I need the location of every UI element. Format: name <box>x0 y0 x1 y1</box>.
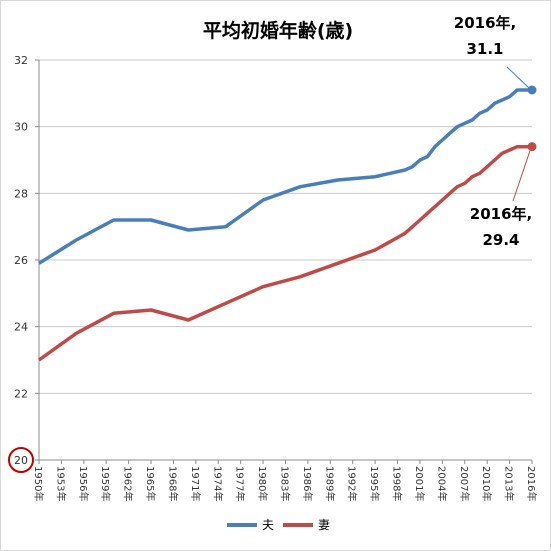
y-tick-label: 32 <box>14 54 28 67</box>
x-tick-label: 1962年 <box>122 466 135 501</box>
x-tick-label: 1965年 <box>144 466 157 501</box>
x-tick-label: 1992年 <box>346 466 359 501</box>
series-line-wife <box>37 144 532 362</box>
legend: 夫 妻 <box>227 518 330 532</box>
x-tick-label: 2010年 <box>480 466 493 501</box>
y-tick-label: 28 <box>14 187 28 200</box>
callout-wife-year: 2016年, <box>470 205 532 223</box>
end-point-wife <box>527 142 537 152</box>
end-point-husband <box>527 85 537 95</box>
x-tick-label: 1953年 <box>54 466 67 501</box>
callout-leader-husband <box>506 66 530 89</box>
x-tick-label: 1977年 <box>234 466 247 501</box>
axes: 20 22 24 26 28 30 32 1950年 1953年 1956年 1959年 1962年 1… <box>8 54 538 501</box>
callout-wife-value: 29.4 <box>482 231 519 249</box>
x-tick-label: 1971年 <box>189 466 202 501</box>
x-tick-label: 2016年 <box>525 466 538 501</box>
x-tick-label: 1995年 <box>368 466 381 501</box>
callout-leader-wife <box>512 150 531 202</box>
x-tick-label: 1998年 <box>391 466 404 501</box>
x-tick-label: 1980年 <box>256 466 269 501</box>
x-tick-label: 2007年 <box>458 466 471 501</box>
y-tick-label: 22 <box>14 387 28 400</box>
legend-label-husband: 夫 <box>262 518 274 532</box>
x-tick-label: 1959年 <box>99 466 112 501</box>
y-tick-label: 30 <box>14 121 28 134</box>
y-tick-label: 20 <box>14 454 28 467</box>
callout-husband-value: 31.1 <box>466 40 503 58</box>
y-tick-label: 24 <box>14 321 28 334</box>
x-tick-label: 2001年 <box>413 466 426 501</box>
x-tick-label: 1989年 <box>323 466 336 501</box>
series-lines <box>37 85 537 362</box>
x-tick-label: 1986年 <box>301 466 314 501</box>
x-tick-label: 1983年 <box>279 466 292 501</box>
highlight-circle <box>8 447 34 473</box>
annotations: 2016年, 31.1 2016年, 29.4 <box>454 14 532 249</box>
x-tick-label: 2004年 <box>435 466 448 501</box>
series-line-husband <box>38 88 532 265</box>
x-tick-label: 2013年 <box>503 466 516 501</box>
y-tick-label: 26 <box>14 254 28 267</box>
legend-label-wife: 妻 <box>318 518 330 532</box>
gridlines <box>39 59 532 394</box>
callout-husband-year: 2016年, <box>454 14 516 32</box>
x-tick-label: 1956年 <box>77 466 90 501</box>
chart-title: 平均初婚年齢(歳) <box>203 19 353 42</box>
x-tick-label: 1950年 <box>32 466 45 501</box>
x-tick-label: 1974年 <box>211 466 224 501</box>
x-tick-label: 1968年 <box>166 466 179 501</box>
